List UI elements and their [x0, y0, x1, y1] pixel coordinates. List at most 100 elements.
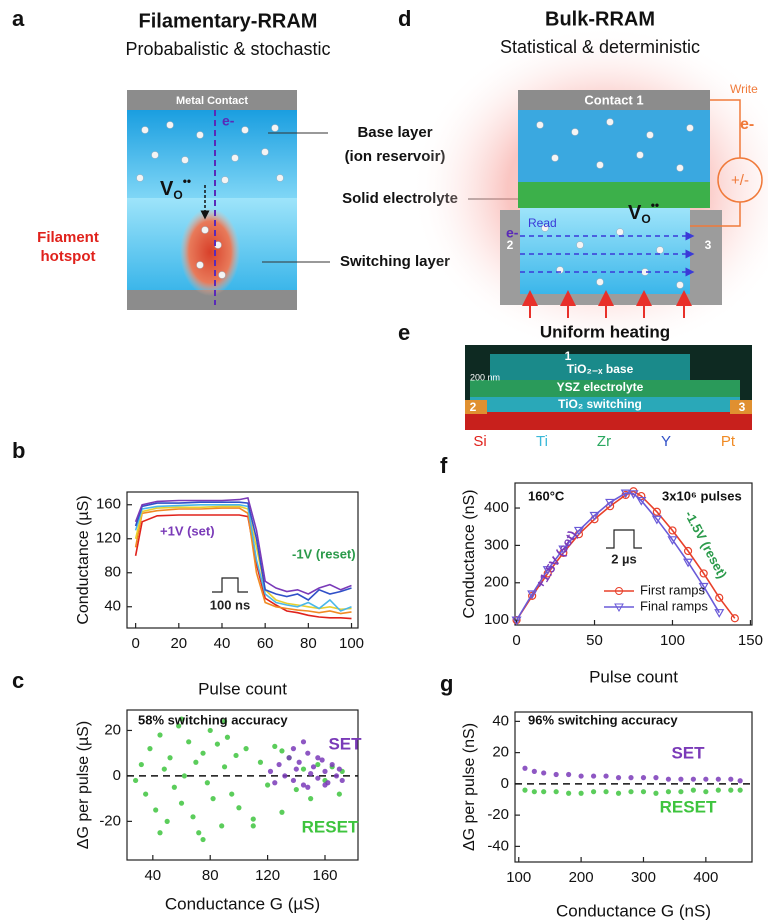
point [196, 830, 201, 835]
x-tick-label: 300 [631, 869, 656, 886]
point [315, 755, 320, 760]
element-label: Pt [721, 433, 736, 450]
point [167, 755, 172, 760]
annotation: 2 µs [611, 551, 637, 566]
heating-label: Uniform heating [540, 322, 670, 341]
point [541, 789, 546, 794]
panel-letter: b [12, 438, 25, 463]
element-label: Si [473, 433, 486, 450]
panel-subtitle: Statistical & deterministic [500, 37, 700, 57]
x-tick-label: 0 [131, 635, 139, 652]
point [322, 782, 327, 787]
point [728, 777, 733, 782]
point [532, 789, 537, 794]
legend-label: First ramps [640, 582, 706, 597]
point [579, 791, 584, 796]
element-label: Y [661, 433, 671, 450]
point [308, 796, 313, 801]
point [591, 789, 596, 794]
point [566, 791, 571, 796]
annotation: 58% switching accuracy [138, 712, 288, 727]
point [182, 773, 187, 778]
y-tick-label: 400 [484, 499, 509, 516]
point [291, 746, 296, 751]
layer-label: YSZ electrolyte [557, 380, 644, 394]
element-label: Zr [597, 433, 611, 450]
point [703, 777, 708, 782]
y-tick-label: 20 [492, 744, 509, 761]
point [522, 788, 527, 793]
point [301, 739, 306, 744]
point [236, 805, 241, 810]
y-tick-label: 0 [113, 767, 121, 784]
point [305, 751, 310, 756]
point [678, 789, 683, 794]
point [522, 766, 527, 771]
marker [731, 615, 738, 622]
y-tick-label: 40 [104, 598, 121, 615]
x-tick-label: 200 [569, 869, 594, 886]
point [291, 778, 296, 783]
point [222, 764, 227, 769]
point [591, 773, 596, 778]
x-axis-label: Pulse count [589, 667, 678, 686]
annotation: 160°C [528, 488, 565, 503]
point [653, 791, 658, 796]
series-label: SET [671, 743, 705, 762]
point [653, 775, 658, 780]
y-axis-label: ΔG per pulse (nS) [461, 723, 478, 851]
point [268, 769, 273, 774]
annotation: 100 ns [210, 597, 250, 612]
point [279, 748, 284, 753]
point [200, 751, 205, 756]
x-tick-label: 60 [257, 635, 274, 652]
y-tick-label: 40 [492, 712, 509, 729]
x-tick-label: 100 [660, 632, 685, 649]
point [258, 760, 263, 765]
point [628, 789, 633, 794]
point [308, 771, 313, 776]
annotation: -1.5V (reset) [682, 508, 730, 581]
pulse-icon [606, 530, 642, 548]
y-tick-label: 100 [484, 611, 509, 628]
y-axis-label: Conductance (nS) [461, 490, 478, 619]
annotation: 3x10⁶ pulses [662, 488, 742, 503]
panel-title: Filamentary-RRAM [139, 10, 318, 32]
legend-label: Final ramps [640, 598, 708, 613]
point [139, 762, 144, 767]
point [143, 791, 148, 796]
point [294, 766, 299, 771]
x-tick-label: 0 [512, 632, 520, 649]
panel-title: Bulk-RRAM [545, 8, 655, 30]
y-axis-label: ΔG per pulse (µS) [75, 721, 92, 849]
point [243, 746, 248, 751]
point [233, 753, 238, 758]
scale-bar-label: 200 nm [470, 372, 500, 382]
point [330, 762, 335, 767]
point [554, 789, 559, 794]
point [716, 788, 721, 793]
electrolyte-layer [518, 182, 710, 208]
panel-letter: f [440, 453, 448, 478]
point [251, 823, 256, 828]
point [554, 772, 559, 777]
x-tick-label: 120 [255, 867, 280, 884]
x-tick-label: 150 [738, 632, 763, 649]
chart: g100200300400-40-2002040Conductance G (n… [440, 671, 752, 921]
point [641, 775, 646, 780]
x-tick-label: 160 [312, 867, 337, 884]
annotation: +1.5V (set) [532, 528, 579, 591]
layer-number: 1 [565, 349, 572, 363]
point [193, 760, 198, 765]
point [287, 755, 292, 760]
point [157, 830, 162, 835]
pad-label: 3 [739, 400, 746, 414]
element-label: Ti [536, 433, 548, 450]
point [322, 769, 327, 774]
panel-letter: g [440, 671, 453, 696]
point [147, 746, 152, 751]
panel-d: d Bulk-RRAM Statistical & deterministic … [398, 6, 768, 355]
point [272, 780, 277, 785]
point [641, 789, 646, 794]
annotation: -1V (reset) [292, 546, 356, 561]
